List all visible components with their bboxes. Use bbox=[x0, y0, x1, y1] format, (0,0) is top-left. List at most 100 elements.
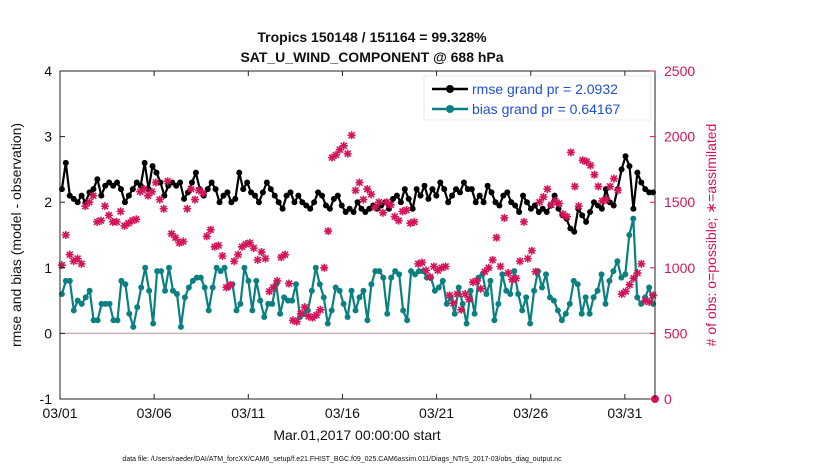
y2-tick-label: 1000 bbox=[664, 260, 695, 276]
bias-marker bbox=[94, 317, 101, 324]
obs-assimilated-marker bbox=[449, 299, 458, 308]
bias-marker bbox=[336, 287, 343, 294]
rmse-marker bbox=[244, 179, 251, 186]
bias-marker bbox=[439, 277, 446, 284]
rmse-marker bbox=[118, 186, 125, 193]
rmse-marker bbox=[299, 199, 306, 206]
rmse-marker bbox=[114, 179, 121, 186]
obs-assimilated-marker bbox=[288, 316, 297, 325]
y-axis-right: 0 500 1000 1500 2000 2500 bbox=[650, 63, 695, 407]
rmse-marker bbox=[551, 192, 558, 199]
rmse-marker bbox=[66, 192, 73, 199]
obs-assimilated-marker bbox=[132, 215, 141, 224]
bias-marker bbox=[312, 264, 319, 271]
y2-tick-label: 1500 bbox=[664, 194, 695, 210]
bias-marker bbox=[487, 277, 494, 284]
obs-assimilated-marker bbox=[308, 313, 317, 322]
obs-assimilated-marker bbox=[582, 157, 591, 166]
obs-assimilated-marker bbox=[140, 185, 149, 194]
bias-marker bbox=[253, 277, 260, 284]
bias-marker bbox=[324, 320, 331, 327]
x-tick-label: 03/11 bbox=[231, 405, 265, 421]
rmse-marker bbox=[484, 182, 491, 189]
x-axis-label: Mar.01,2017 00:00:00 start bbox=[273, 427, 440, 443]
bias-marker bbox=[463, 320, 470, 327]
obs-assimilated-marker bbox=[351, 186, 360, 195]
bias-marker bbox=[316, 281, 323, 288]
obs-assimilated-marker bbox=[81, 202, 90, 211]
rmse-marker bbox=[295, 192, 302, 199]
obs-assimilated-marker bbox=[324, 227, 333, 236]
rmse-marker bbox=[500, 192, 507, 199]
bias-series bbox=[58, 215, 657, 330]
bias-marker bbox=[507, 291, 514, 298]
rmse-marker bbox=[177, 179, 184, 186]
rmse-marker bbox=[62, 159, 69, 166]
obs-assimilated-marker bbox=[257, 248, 266, 257]
rmse-marker bbox=[121, 199, 128, 206]
rmse-marker bbox=[208, 179, 215, 186]
bias-marker bbox=[177, 323, 184, 330]
obs-assimilated-marker bbox=[175, 238, 184, 247]
obs-assimilated-marker bbox=[206, 225, 215, 234]
obs-assimilated-marker bbox=[65, 250, 74, 259]
rmse-marker bbox=[149, 163, 156, 170]
obs-assimilated-marker bbox=[594, 182, 603, 191]
bias-marker bbox=[646, 284, 653, 291]
rmse-marker bbox=[275, 199, 282, 206]
bias-marker bbox=[356, 294, 363, 301]
obs-assimilated-marker bbox=[89, 191, 98, 200]
bias-marker bbox=[292, 281, 299, 288]
rmse-marker bbox=[622, 153, 629, 160]
obs-assimilated-marker bbox=[398, 207, 407, 216]
obs-assimilated-marker bbox=[394, 216, 403, 225]
obs-assimilated-marker bbox=[171, 233, 180, 242]
obs-assimilated-marker bbox=[359, 195, 368, 204]
obs-assimilated-marker bbox=[469, 278, 478, 287]
obs-assimilated-marker bbox=[163, 177, 172, 186]
obs-assimilated-marker bbox=[433, 266, 442, 275]
bias-marker bbox=[114, 317, 121, 324]
obs-assimilated-marker bbox=[104, 211, 113, 220]
rmse-marker bbox=[307, 205, 314, 212]
obs-assimilated-marker bbox=[128, 216, 137, 225]
obs-assimilated-marker bbox=[198, 189, 207, 198]
bias-marker bbox=[435, 284, 442, 291]
rmse-marker bbox=[125, 192, 132, 199]
bias-marker bbox=[146, 287, 153, 294]
rmse-marker bbox=[228, 199, 235, 206]
bias-marker bbox=[368, 281, 375, 288]
bias-marker bbox=[554, 307, 561, 314]
y2-axis-label: # of obs: o=possible; ∗=assimilated bbox=[703, 124, 719, 347]
bias-marker bbox=[241, 264, 248, 271]
obs-assimilated-marker bbox=[73, 254, 82, 263]
rmse-marker bbox=[417, 192, 424, 199]
obs-assimilated-marker bbox=[312, 311, 321, 320]
rmse-marker bbox=[409, 205, 416, 212]
obs-assimilated-marker bbox=[410, 217, 419, 226]
obs-assimilated-marker bbox=[241, 240, 250, 249]
rmse-marker bbox=[642, 186, 649, 193]
obs-assimilated-marker bbox=[472, 276, 481, 285]
obs-assimilated-marker bbox=[504, 269, 513, 278]
rmse-marker bbox=[319, 192, 326, 199]
rmse-marker bbox=[338, 202, 345, 209]
bias-marker bbox=[396, 271, 403, 278]
obs-assimilated-marker bbox=[191, 195, 200, 204]
obs-assimilated-marker bbox=[590, 170, 599, 179]
obs-assimilated-marker bbox=[367, 190, 376, 199]
rmse-marker bbox=[350, 209, 357, 216]
bias-marker bbox=[340, 300, 347, 307]
y-tick-label: -1 bbox=[40, 391, 53, 407]
obs-assimilated-marker bbox=[69, 257, 78, 266]
obs-assimilated-marker bbox=[645, 297, 654, 306]
bias-marker bbox=[451, 310, 458, 317]
bias-marker bbox=[169, 287, 176, 294]
obs-assimilated-marker bbox=[488, 255, 497, 264]
obs-assimilated-marker bbox=[316, 305, 325, 314]
bias-marker bbox=[495, 300, 502, 307]
y2-tick-label: 500 bbox=[664, 325, 688, 341]
bias-marker bbox=[158, 268, 165, 275]
obs-assimilated-marker bbox=[547, 200, 556, 209]
bias-marker bbox=[118, 277, 125, 284]
